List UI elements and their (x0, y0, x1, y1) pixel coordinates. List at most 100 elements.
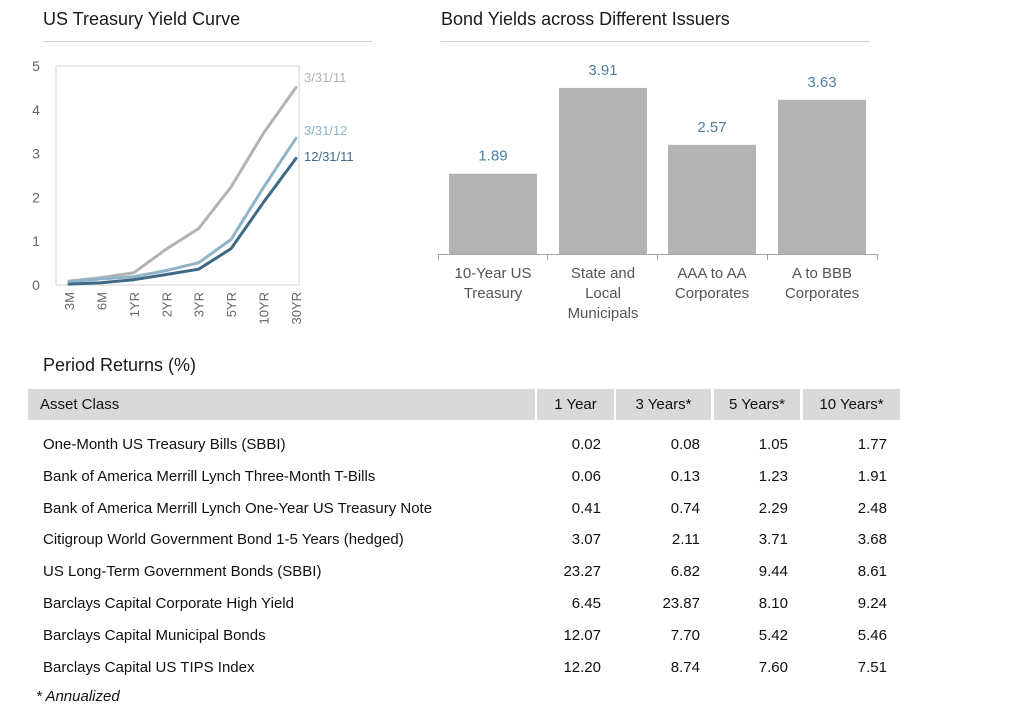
x-category-label: Municipals (568, 305, 639, 322)
table-body: One-Month US Treasury Bills (SBBI) 0.02 … (28, 429, 900, 683)
row-5-years-value: 9.44 (758, 563, 788, 581)
bar-value-label: 3.63 (807, 74, 836, 91)
x-tick-label: 10YR (257, 292, 272, 325)
x-category-label: Corporates (785, 285, 859, 302)
table-row: One-Month US Treasury Bills (SBBI) 0.02 … (28, 429, 900, 461)
y-tick-label: 2 (32, 189, 40, 205)
yield-curve-title: US Treasury Yield Curve (43, 9, 241, 29)
row-10-years-value: 7.51 (857, 658, 887, 676)
row-asset-name: Bank of America Merrill Lynch Three-Mont… (43, 467, 376, 485)
row-asset-name: Barclays Capital Municipal Bonds (43, 626, 266, 644)
table-row: Bank of America Merrill Lynch Three-Mont… (28, 461, 900, 493)
row-1-year-value: 23.27 (563, 563, 601, 581)
x-category-label: A to BBB (792, 265, 852, 282)
row-10-years-value: 1.77 (857, 436, 887, 453)
row-5-years-value: 1.23 (758, 467, 788, 485)
row-3-years-value: 6.82 (670, 563, 700, 581)
x-category-label: State and (571, 265, 635, 282)
row-asset-name: One-Month US Treasury Bills (SBBI) (43, 436, 286, 453)
x-tick-label: 2YR (159, 292, 174, 317)
row-asset-name: Bank of America Merrill Lynch One-Year U… (43, 499, 433, 517)
bar-4 (778, 99, 866, 254)
bond-yields-chart: 1.89 10-Year US Treasury 3.91 State and Local… (438, 62, 878, 322)
x-category-label: Local (585, 285, 621, 302)
row-5-years-value: 2.29 (758, 499, 788, 517)
row-5-years-value: 5.42 (758, 626, 788, 644)
plot-frame (55, 65, 300, 286)
row-10-years-value: 8.61 (857, 563, 887, 581)
yield-curve-title-rule (43, 41, 372, 42)
row-1-year-value: 12.07 (563, 626, 601, 644)
row-10-years-value: 2.48 (857, 499, 887, 517)
period-returns-title: Period Returns (%) (43, 355, 197, 375)
bar-2 (559, 87, 647, 254)
table-row: Citigroup World Government Bond 1-5 Year… (28, 524, 900, 556)
row-asset-name: Citigroup World Government Bond 1-5 Year… (43, 531, 404, 549)
y-tick-label: 0 (32, 277, 40, 293)
row-10-years-value: 5.46 (857, 626, 887, 644)
row-asset-name: Barclays Capital Corporate High Yield (43, 594, 294, 612)
table-row: Barclays Capital Corporate High Yield 6.… (28, 588, 900, 620)
x-category-label: Treasury (464, 285, 523, 302)
table-row: Bank of America Merrill Lynch One-Year U… (28, 493, 900, 525)
x-tick-label: 1YR (127, 292, 142, 317)
x-tick-label: 5YR (224, 292, 239, 317)
series-line-2 (67, 136, 298, 283)
series-label: 3/31/11 (304, 70, 346, 85)
series-line-1 (67, 86, 298, 283)
x-tick-label: 3YR (192, 292, 207, 317)
row-5-years-value: 1.05 (758, 436, 788, 453)
header-1-year: 1 Year (537, 389, 614, 420)
row-5-years-value: 3.71 (758, 531, 788, 549)
row-1-year-value: 12.20 (563, 658, 601, 676)
bar-3 (668, 144, 756, 254)
row-5-years-value: 7.60 (758, 658, 788, 676)
y-tick-label: 1 (32, 233, 40, 249)
row-3-years-value: 0.13 (670, 467, 700, 485)
row-3-years-value: 23.87 (662, 594, 700, 612)
series-label: 3/31/12 (304, 123, 347, 138)
bar-value-label: 1.89 (478, 148, 507, 165)
row-3-years-value: 2.11 (671, 531, 700, 549)
x-tick-label: 6M (94, 292, 109, 310)
row-10-years-value: 9.24 (857, 594, 887, 612)
bond-yields-title: Bond Yields across Different Issuers (441, 9, 730, 29)
row-3-years-value: 0.08 (670, 436, 700, 453)
x-tick-label: 30YR (289, 292, 304, 325)
row-3-years-value: 7.70 (670, 626, 700, 644)
bond-yields-title-rule (441, 41, 870, 42)
row-10-years-value: 1.91 (857, 467, 887, 485)
row-10-years-value: 3.68 (857, 531, 887, 549)
bar-value-label: 3.91 (588, 62, 617, 79)
row-1-year-value: 0.41 (571, 499, 601, 517)
y-tick-label: 3 (32, 146, 40, 162)
header-asset-class: Asset Class (28, 389, 535, 420)
series-label: 12/31/11 (304, 149, 354, 164)
footnote-annualized: * Annualized (36, 688, 120, 705)
yield-curve-chart: 0 1 2 3 4 5 3M 6M 1YR 2YR 3YR 5YR 10YR 30YR 3/31/11 3/3… (32, 58, 354, 325)
x-category-label: AAA to AA (677, 265, 746, 282)
row-5-years-value: 8.10 (758, 594, 788, 612)
period-returns-table: Asset Class 1 Year 3 Years* 5 Years* 10 … (28, 389, 900, 676)
row-1-year-value: 0.06 (571, 467, 601, 485)
header-3-years: 3 Years* (616, 389, 711, 420)
table-header: Asset Class 1 Year 3 Years* 5 Years* 10 … (28, 389, 900, 420)
header-5-years: 5 Years* (714, 389, 800, 420)
bar-1 (449, 173, 537, 254)
row-1-year-value: 0.02 (571, 436, 601, 453)
series-line-3 (67, 156, 298, 286)
table-row: Barclays Capital Municipal Bonds 12.07 7… (28, 620, 900, 652)
row-asset-name: US Long-Term Government Bonds (SBBI) (43, 563, 322, 581)
table-row: US Long-Term Government Bonds (SBBI) 23.… (28, 556, 900, 588)
header-10-years: 10 Years* (803, 389, 900, 420)
x-tick-label: 3M (62, 292, 77, 310)
row-3-years-value: 0.74 (670, 499, 700, 517)
x-category-label: Corporates (675, 285, 749, 302)
row-asset-name: Barclays Capital US TIPS Index (43, 658, 255, 676)
row-3-years-value: 8.74 (670, 658, 700, 676)
y-tick-label: 4 (32, 102, 40, 118)
x-category-label: 10-Year US (455, 265, 532, 282)
bar-value-label: 2.57 (697, 119, 726, 136)
row-1-year-value: 3.07 (571, 531, 601, 549)
row-1-year-value: 6.45 (571, 594, 601, 612)
